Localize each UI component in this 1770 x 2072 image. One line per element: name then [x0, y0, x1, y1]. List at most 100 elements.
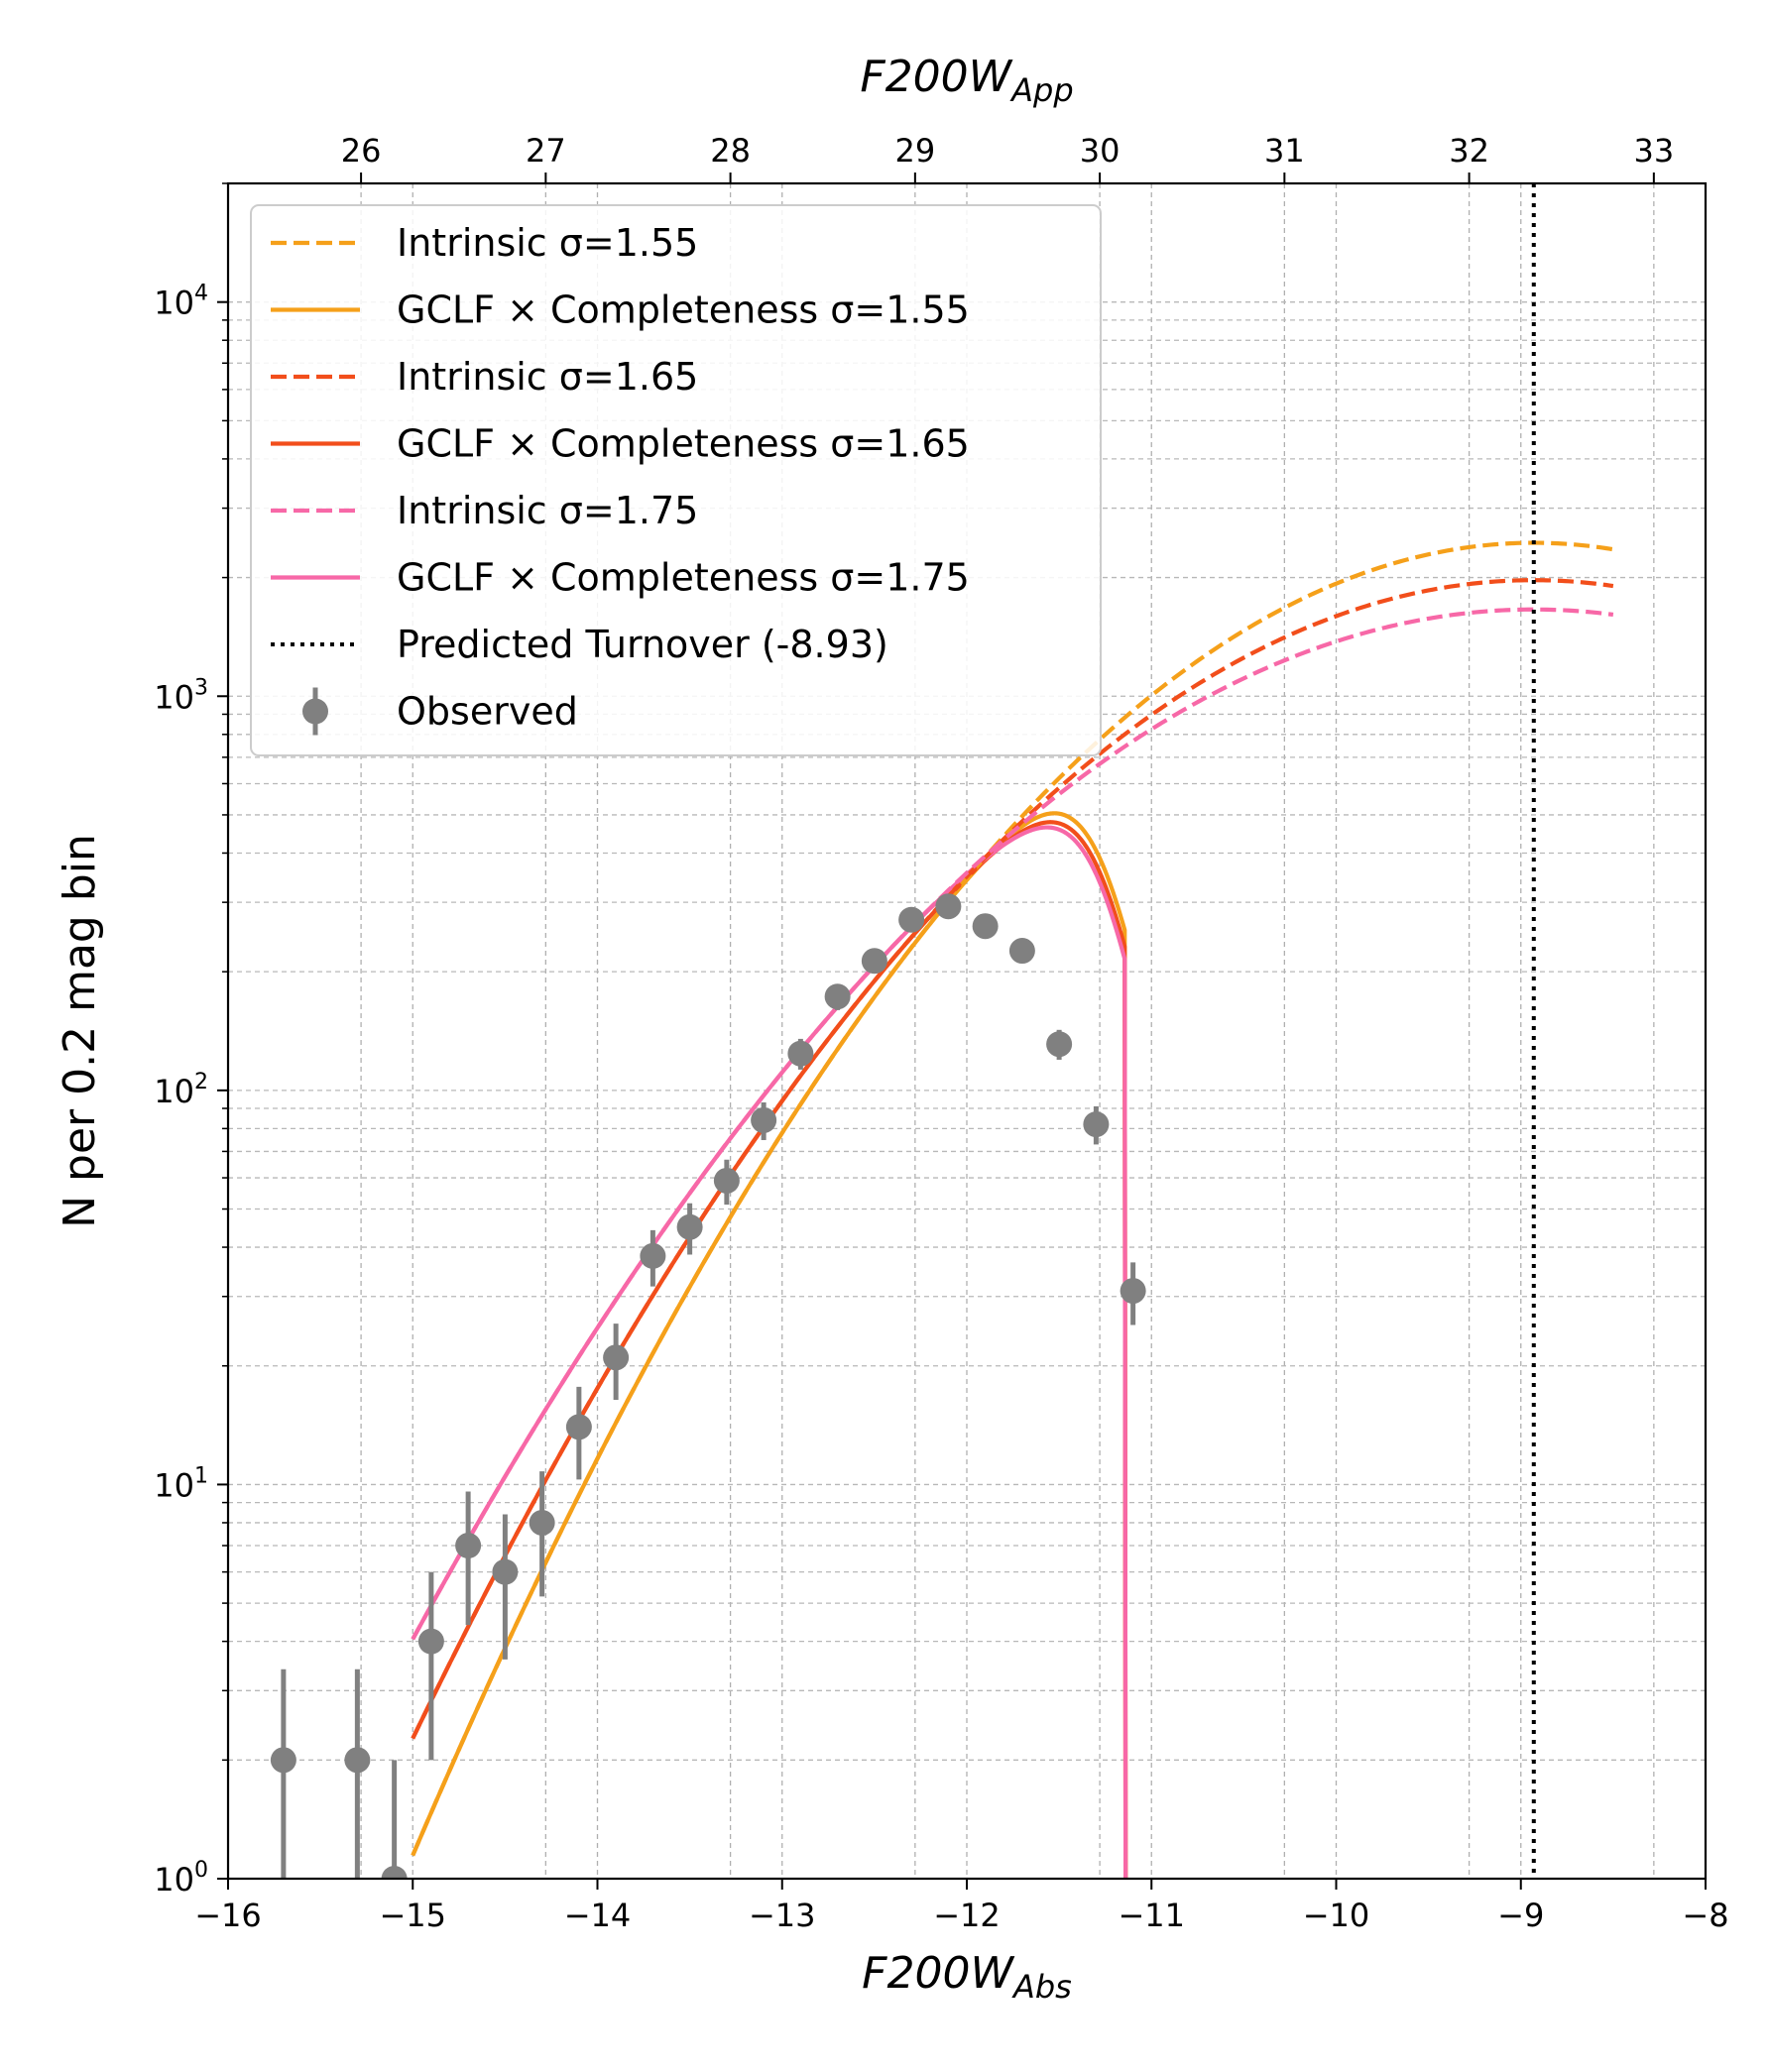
data-marker: [565, 1414, 592, 1440]
series-layer: [270, 183, 1614, 1879]
x-axis-label-main: F200W: [862, 1948, 1014, 1999]
y-tick-base: 10: [154, 1861, 194, 1899]
observed-point: [565, 1386, 592, 1480]
x-tick-label: −13: [749, 1897, 816, 1934]
x2-tick-label: 26: [341, 132, 382, 170]
data-marker: [787, 1040, 814, 1067]
data-marker: [1083, 1111, 1110, 1138]
x-tick-label: −16: [194, 1897, 262, 1934]
observed-point: [1083, 1105, 1110, 1145]
observed-point: [824, 983, 851, 1010]
x2-axis-label: F200WApp: [860, 52, 1073, 109]
data-marker: [603, 1344, 630, 1371]
x2-tick-label: 31: [1264, 132, 1305, 170]
legend-label: Observed: [397, 690, 578, 734]
data-marker: [492, 1558, 519, 1585]
legend-entry: Observed: [302, 687, 578, 736]
data-marker: [713, 1167, 740, 1194]
legend-label: Intrinsic σ=1.65: [397, 355, 698, 399]
completeness-curve-1.65: [411, 820, 1128, 1879]
data-marker: [861, 948, 887, 975]
legend-entry: Intrinsic σ=1.75: [271, 489, 698, 532]
legend-label: Predicted Turnover (-8.93): [397, 623, 888, 666]
legend-entry: Intrinsic σ=1.65: [271, 355, 698, 399]
y-tick-base: 10: [154, 1466, 194, 1504]
x-tick-label: −8: [1682, 1897, 1728, 1934]
y-tick-base: 10: [154, 678, 194, 716]
observed-point: [898, 906, 925, 933]
legend-swatch-marker: [302, 698, 328, 725]
legend-label: GCLF × Completeness σ=1.75: [397, 556, 970, 600]
legend: Intrinsic σ=1.55 GCLF × Completeness σ=1.…: [250, 204, 1102, 756]
data-marker: [898, 906, 925, 933]
x2-tick-label: 33: [1633, 132, 1674, 170]
observed-point: [640, 1229, 666, 1287]
data-marker: [417, 1628, 444, 1655]
intrinsic-curve-1.75: [411, 607, 1614, 1641]
completeness-curve-1.75: [411, 825, 1128, 1879]
y-tick-label: 100: [154, 1858, 208, 1899]
data-marker: [676, 1213, 703, 1240]
observed-point: [603, 1324, 630, 1401]
observed-point: [751, 1102, 777, 1140]
observed-point: [861, 948, 887, 975]
observed-point: [713, 1159, 740, 1206]
x-tick-label: −11: [1118, 1897, 1185, 1934]
y-tick-label: 104: [154, 282, 208, 322]
legend-box: [250, 204, 1102, 756]
data-marker: [935, 893, 962, 920]
data-marker: [972, 913, 999, 940]
observed-point: [417, 1571, 444, 1761]
y-tick-label: 103: [154, 675, 208, 716]
y-axis-label: N per 0.2 mag bin: [55, 834, 105, 1228]
x2-tick-label: 27: [526, 132, 566, 170]
observed-point: [676, 1203, 703, 1255]
observed-point: [270, 1669, 296, 1879]
data-marker: [344, 1747, 371, 1774]
axes-layer: −16 −15 −14 −13 −12 −11 −10 −9 −826 27 28 29 30 31 32 3…: [55, 52, 1729, 2006]
x2-tick-label: 32: [1449, 132, 1489, 170]
y-tick-exponent: 0: [194, 1858, 208, 1883]
observed-point: [344, 1669, 371, 1879]
x-tick-label: −15: [379, 1897, 446, 1934]
legend-entry: Predicted Turnover (-8.93): [271, 623, 888, 666]
y-tick-base: 10: [154, 1073, 194, 1110]
y-tick-exponent: 4: [194, 282, 208, 306]
x2-tick-label: 28: [710, 132, 751, 170]
observed-point: [972, 913, 999, 940]
observed-point: [529, 1471, 555, 1597]
observed-point: [492, 1514, 519, 1660]
y-tick-exponent: 2: [194, 1070, 208, 1094]
data-marker: [270, 1747, 296, 1774]
y-tick-exponent: 3: [194, 675, 208, 700]
data-marker: [1120, 1278, 1146, 1305]
data-marker: [640, 1242, 666, 1269]
legend-label: GCLF × Completeness σ=1.55: [397, 288, 970, 332]
x2-axis-label-subscript: App: [1009, 71, 1074, 109]
data-marker: [751, 1106, 777, 1133]
x-tick-label: −12: [933, 1897, 1001, 1934]
intrinsic-curve-1.55: [411, 540, 1614, 1857]
observed-point: [1008, 938, 1035, 965]
observed-point: [787, 1038, 814, 1070]
data-marker: [455, 1533, 482, 1559]
x2-tick-label: 29: [894, 132, 935, 170]
intrinsic-curve-1.65: [411, 578, 1614, 1740]
y-tick-base: 10: [154, 285, 194, 322]
legend-entry: Intrinsic σ=1.55: [271, 221, 698, 265]
x-axis-label: F200WAbs: [862, 1948, 1072, 2006]
x-tick-label: −14: [564, 1897, 632, 1934]
x2-axis-label-main: F200W: [860, 52, 1012, 102]
completeness-curve-1.55: [411, 811, 1128, 1879]
x-tick-label: −10: [1303, 1897, 1370, 1934]
observed-point: [1120, 1262, 1146, 1325]
x2-tick-label: 30: [1080, 132, 1121, 170]
data-marker: [1046, 1031, 1073, 1058]
grid-layer: [228, 183, 1706, 1879]
legend-label: Intrinsic σ=1.55: [397, 221, 698, 265]
y-tick-exponent: 1: [194, 1463, 208, 1488]
legend-label: Intrinsic σ=1.75: [397, 489, 698, 532]
legend-label: GCLF × Completeness σ=1.65: [397, 422, 970, 466]
